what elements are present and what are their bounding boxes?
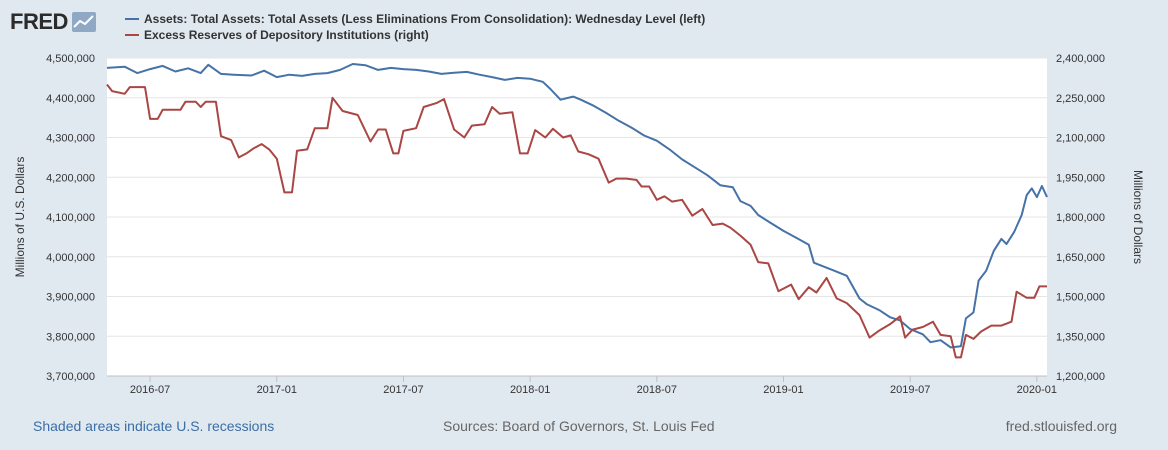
sources-note: Sources: Board of Governors, St. Louis F… xyxy=(443,418,715,434)
right-tick-label: 1,350,000 xyxy=(1056,331,1105,343)
left-tick-label: 4,500,000 xyxy=(46,53,95,65)
legend-swatch-assets xyxy=(125,18,139,20)
right-tick-label: 1,950,000 xyxy=(1056,172,1105,184)
legend-label-assets: Assets: Total Assets: Total Assets (Less… xyxy=(144,12,706,26)
right-tick-label: 1,800,000 xyxy=(1056,212,1105,224)
x-tick-label: 2020-01 xyxy=(1017,384,1057,396)
left-tick-label: 4,300,000 xyxy=(46,133,95,145)
x-tick-label: 2016-07 xyxy=(130,384,170,396)
fred-logo[interactable]: FRED xyxy=(10,9,96,35)
left-tick-label: 3,700,000 xyxy=(46,371,95,383)
right-tick-label: 1,650,000 xyxy=(1056,252,1105,264)
legend-label-reserves: Excess Reserves of Depository Institutio… xyxy=(144,28,429,42)
left-tick-label: 3,900,000 xyxy=(46,292,95,304)
x-tick-label: 2019-01 xyxy=(763,384,803,396)
x-tick-label: 2019-07 xyxy=(890,384,930,396)
left-tick-label: 4,400,000 xyxy=(46,93,95,105)
legend-item-reserves[interactable]: Excess Reserves of Depository Institutio… xyxy=(125,27,705,43)
recessions-note: Shaded areas indicate U.S. recessions xyxy=(33,418,275,434)
left-tick-label: 4,200,000 xyxy=(46,172,95,184)
left-tick-label: 4,100,000 xyxy=(46,212,95,224)
right-tick-label: 2,100,000 xyxy=(1056,133,1105,145)
right-tick-label: 2,400,000 xyxy=(1056,53,1105,65)
left-axis-title: Millions of U.S. Dollars xyxy=(13,157,27,278)
left-tick-label: 4,000,000 xyxy=(46,252,95,264)
x-tick-label: 2017-07 xyxy=(383,384,423,396)
site-link[interactable]: fred.stlouisfed.org xyxy=(1005,418,1117,434)
legend-swatch-reserves xyxy=(125,34,139,36)
right-tick-label: 2,250,000 xyxy=(1056,93,1105,105)
logo-text: FRED xyxy=(10,9,68,34)
chart-legend: Assets: Total Assets: Total Assets (Less… xyxy=(125,11,705,43)
chart-line-icon xyxy=(71,12,96,32)
x-tick-label: 2018-07 xyxy=(637,384,677,396)
line-chart: 3,700,000 3,800,000 3,900,000 4,000,000 4,10… xyxy=(13,53,1145,396)
x-tick-label: 2018-01 xyxy=(510,384,550,396)
left-tick-label: 3,800,000 xyxy=(46,331,95,343)
series-line-reserves xyxy=(106,83,1047,359)
right-tick-label: 1,200,000 xyxy=(1056,371,1105,383)
x-tick-label: 2017-01 xyxy=(257,384,297,396)
right-axis-title: Millions of Dollars xyxy=(1131,170,1145,264)
right-tick-label: 1,500,000 xyxy=(1056,292,1105,304)
legend-item-assets[interactable]: Assets: Total Assets: Total Assets (Less… xyxy=(125,11,705,27)
series-line-assets xyxy=(106,63,1048,349)
